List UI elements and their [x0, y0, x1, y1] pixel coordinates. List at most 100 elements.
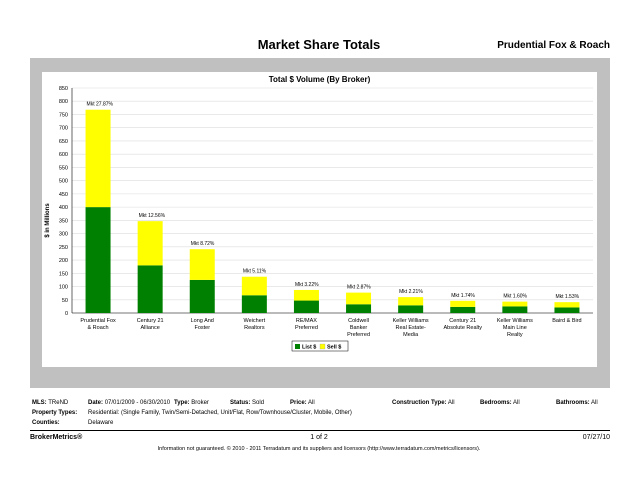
legend-label-list: List $: [302, 345, 316, 351]
x-tick-label: Preferred: [347, 332, 370, 338]
bar-sell: [502, 301, 528, 307]
chart-panel: [42, 72, 597, 367]
market-share-label: Mkt 2.87%: [347, 285, 371, 291]
y-tick-label: 700: [59, 126, 68, 132]
y-tick-label: 400: [59, 205, 68, 211]
x-tick-label: Prudential Fox: [80, 318, 116, 324]
footer-date: 07/27/10: [582, 434, 610, 441]
bathrooms-value: All: [591, 400, 598, 406]
x-tick-label: Century 21: [137, 318, 164, 324]
x-tick-label: Long And: [191, 318, 214, 324]
y-tick-label: 0: [65, 311, 68, 317]
x-tick-label: Keller Williams: [497, 318, 533, 324]
market-share-label: Mkt 27.87%: [87, 102, 114, 108]
y-tick-label: 350: [59, 218, 68, 224]
mls-label: MLS:: [32, 400, 47, 406]
market-share-label: Mkt 3.22%: [295, 282, 319, 288]
bar-sell: [85, 109, 111, 208]
footer-divider: [30, 430, 610, 431]
market-share-label: Mkt 1.53%: [555, 294, 579, 300]
y-tick-label: 100: [59, 285, 68, 291]
x-tick-label: Realty: [507, 332, 523, 338]
bar-list: [398, 305, 424, 313]
price-value: All: [308, 400, 315, 406]
bar-list: [241, 295, 267, 313]
y-tick-label: 550: [59, 165, 68, 171]
x-tick-label: Banker: [350, 325, 368, 331]
y-tick-label: 50: [62, 298, 68, 304]
x-tick-label: Media: [403, 332, 419, 338]
construction-label: Construction Type:: [392, 400, 447, 406]
status-label: Status:: [230, 400, 251, 406]
bedrooms-value: All: [513, 400, 520, 406]
y-tick-label: 450: [59, 192, 68, 198]
page-number: 1 of 2: [310, 434, 328, 441]
x-tick-label: RE/MAX: [296, 318, 317, 324]
x-tick-label: Coldwell: [348, 318, 369, 324]
y-tick-label: 800: [59, 99, 68, 105]
market-share-label: Mkt 8.72%: [191, 241, 215, 247]
x-tick-label: Baird & Bird: [552, 318, 581, 324]
bar-list: [346, 304, 372, 313]
market-share-label: Mkt 12.56%: [139, 213, 166, 219]
market-share-label: Mkt 2.21%: [399, 289, 423, 295]
bar-list: [189, 279, 215, 313]
bar-sell: [189, 249, 215, 280]
market-share-label: Mkt 5.11%: [243, 269, 267, 275]
y-tick-label: 250: [59, 245, 68, 251]
bar-sell: [293, 289, 319, 301]
bar-sell: [450, 300, 476, 307]
y-tick-label: 500: [59, 179, 68, 185]
type-value: Broker: [191, 400, 209, 406]
price-label: Price:: [290, 400, 307, 406]
x-tick-label: Real Estate-: [396, 325, 426, 331]
y-tick-label: 150: [59, 271, 68, 277]
bathrooms-label: Bathrooms:: [556, 400, 590, 406]
date-value: 07/01/2009 - 06/30/2010: [104, 400, 171, 406]
type-label: Type:: [174, 400, 190, 406]
property-types-value: Residential: (Single Family, Twin/Semi-D…: [88, 410, 352, 416]
x-tick-label: Realtors: [244, 325, 265, 331]
x-tick-label: Alliance: [141, 325, 160, 331]
x-tick-label: Absolute Realty: [443, 325, 482, 331]
y-tick-label: 600: [59, 152, 68, 158]
x-tick-label: Century 21: [449, 318, 476, 324]
property-types-label: Property Types:: [32, 410, 78, 416]
y-tick-label: 850: [59, 86, 68, 92]
x-tick-label: Main Line: [503, 325, 527, 331]
status-value: Sold: [252, 400, 265, 406]
date-label: Date:: [88, 400, 104, 406]
counties-value: Delaware: [88, 420, 114, 426]
y-axis-label: $ in Millions: [45, 203, 51, 238]
bar-list: [85, 207, 111, 313]
chart-title: Total $ Volume (By Broker): [268, 75, 371, 84]
construction-value: All: [447, 400, 455, 406]
x-tick-label: Foster: [194, 325, 210, 331]
bar-sell: [398, 297, 424, 306]
bar-list: [137, 265, 163, 313]
bar-list: [554, 307, 580, 313]
y-tick-label: 750: [59, 112, 68, 118]
y-tick-label: 650: [59, 139, 68, 145]
legend-swatch-sell: [319, 343, 326, 350]
broker-name: Prudential Fox & Roach: [497, 40, 610, 51]
page-title: Market Share Totals: [257, 37, 381, 52]
y-tick-label: 300: [59, 232, 68, 238]
bedrooms-label: Bedrooms:: [480, 400, 512, 406]
legend-swatch-list: [295, 344, 300, 349]
bar-list: [450, 306, 476, 313]
bar-sell: [554, 302, 580, 308]
bar-sell: [241, 276, 267, 296]
bar-sell: [346, 292, 372, 305]
footer-brand: BrokerMetrics®: [30, 434, 83, 441]
counties-label: Counties:: [32, 420, 60, 426]
bar-sell: [137, 221, 163, 266]
market-share-label: Mkt 1.74%: [451, 293, 475, 299]
x-tick-label: & Roach: [87, 325, 108, 331]
bar-list: [293, 300, 319, 313]
mls-value: TReND: [48, 400, 69, 406]
y-tick-label: 200: [59, 258, 68, 264]
disclaimer: Information not guaranteed. © 2010 - 201…: [157, 446, 481, 452]
bar-list: [502, 306, 528, 313]
